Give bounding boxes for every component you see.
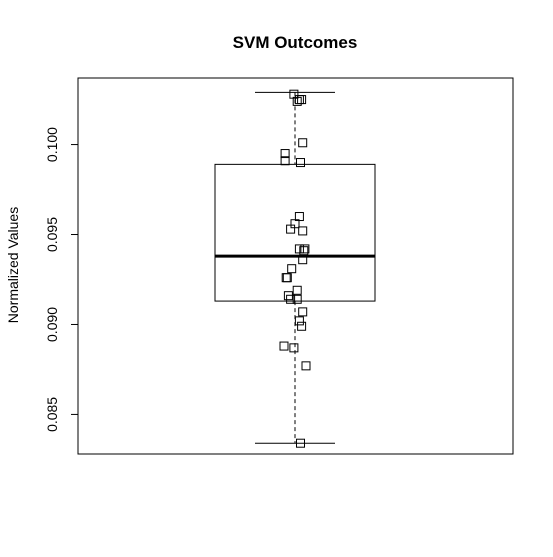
data-point (280, 156, 290, 166)
data-point (289, 89, 299, 99)
data-point (282, 273, 292, 283)
data-point (292, 294, 302, 304)
data-point (294, 316, 304, 326)
data-point (289, 343, 299, 353)
data-point (299, 246, 309, 256)
data-point (279, 341, 289, 351)
data-point (280, 149, 290, 159)
data-points (279, 89, 311, 448)
data-point (297, 321, 307, 331)
data-point (298, 226, 308, 236)
data-point (292, 285, 302, 295)
data-point (292, 96, 302, 106)
data-point (298, 138, 308, 148)
y-axis-label: Normalized Values (5, 207, 21, 323)
data-point (296, 438, 305, 448)
y-tick-label: 0.095 (44, 217, 60, 252)
data-point (296, 158, 305, 168)
chart-title: SVM Outcomes (233, 33, 358, 52)
y-tick-label: 0.085 (44, 397, 60, 432)
data-point (286, 224, 296, 234)
boxplot (214, 91, 376, 444)
data-point (298, 255, 308, 265)
data-point (294, 95, 304, 105)
data-point (286, 294, 296, 304)
data-point (298, 307, 308, 317)
data-point (287, 264, 297, 274)
y-tick-label: 0.090 (44, 307, 60, 342)
y-axis: 0.085 0.090 0.095 0.100 (44, 127, 79, 432)
data-point (300, 244, 310, 254)
y-tick-label: 0.100 (44, 127, 60, 162)
data-point (301, 361, 311, 371)
